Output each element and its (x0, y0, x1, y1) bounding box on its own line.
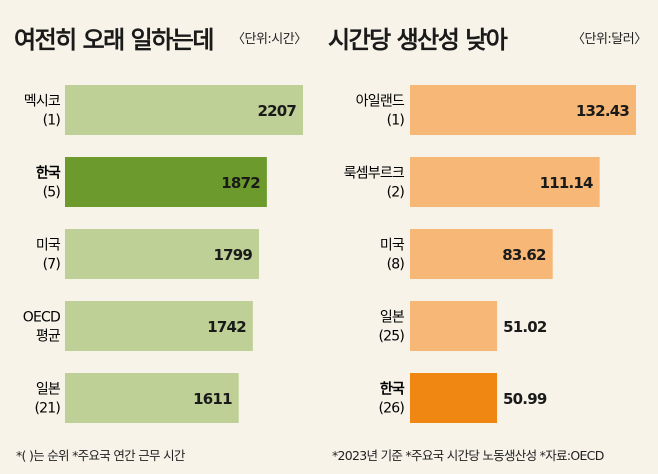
rank-label: (26) (378, 401, 404, 417)
category-label: 룩셈부르크 (344, 166, 405, 182)
category-label: 평균 (36, 329, 61, 345)
bar (65, 301, 253, 351)
rank-label: (21) (34, 401, 60, 417)
unit-label: 〈단위:달러〉 (572, 32, 647, 47)
bar (410, 301, 498, 351)
bar (410, 85, 636, 135)
category-label: 멕시코 (24, 94, 61, 110)
value-label: 1799 (213, 246, 252, 264)
rank-label: (8) (387, 257, 405, 273)
category-label: 일본 (36, 382, 61, 398)
value-label: 1611 (193, 390, 232, 408)
chart-title: 시간당 생산성 낮아 (328, 26, 508, 54)
rank-label: (5) (43, 185, 61, 201)
value-label: 1742 (207, 318, 246, 336)
value-label: 51.02 (503, 318, 547, 336)
rank-label: (2) (387, 185, 405, 201)
value-label: 2207 (257, 102, 296, 120)
bar (410, 229, 553, 279)
bar-plot-area: 아일랜드 (1) 132.43 룩셈부르크 (2) 111.14 미국 (8) 83.62 일본 (… (344, 85, 636, 423)
bar (65, 229, 260, 279)
chart-title: 여전히 오래 일하는데 (14, 26, 214, 54)
value-label: 111.14 (540, 174, 593, 192)
bar (410, 373, 498, 423)
bar (65, 373, 239, 423)
working-hours-chart: 여전히 오래 일하는데 〈단위:시간〉 멕시코 (1) 2207 한국 (5) 1872 미… (0, 0, 322, 440)
value-label: 50.99 (503, 390, 547, 408)
rank-label: (1) (387, 113, 405, 129)
productivity-chart: 시간당 생산성 낮아 〈단위:달러〉 아일랜드 (1) 132.43 룩셈부르크 (2)… (322, 0, 658, 440)
value-label: 1872 (221, 174, 260, 192)
bar (65, 157, 267, 207)
category-label: 아일랜드 (356, 94, 405, 110)
rank-label: (25) (378, 329, 404, 345)
category-label: 한국 (380, 382, 405, 398)
rank-label: (7) (43, 257, 61, 273)
bar-plot-area: 멕시코 (1) 2207 한국 (5) 1872 미국 (7) 1799 OECD 평균 1742 일본… (23, 85, 303, 423)
bar (410, 157, 600, 207)
bar (65, 85, 303, 135)
value-label: 132.43 (576, 102, 629, 120)
category-label: 미국 (380, 238, 405, 254)
category-label: OECD (23, 310, 60, 326)
category-label: 한국 (36, 166, 61, 182)
unit-label: 〈단위:시간〉 (232, 32, 307, 47)
category-label: 미국 (36, 238, 61, 254)
rank-label: (1) (43, 113, 61, 129)
footnote-left: *( )는 순위 *주요국 연간 근무 시간 (16, 448, 185, 463)
value-label: 83.62 (502, 246, 546, 264)
footnote-right: *2023년 기준 *주요국 시간당 노동생산성 *자료:OECD (332, 448, 604, 463)
category-label: 일본 (380, 310, 405, 326)
